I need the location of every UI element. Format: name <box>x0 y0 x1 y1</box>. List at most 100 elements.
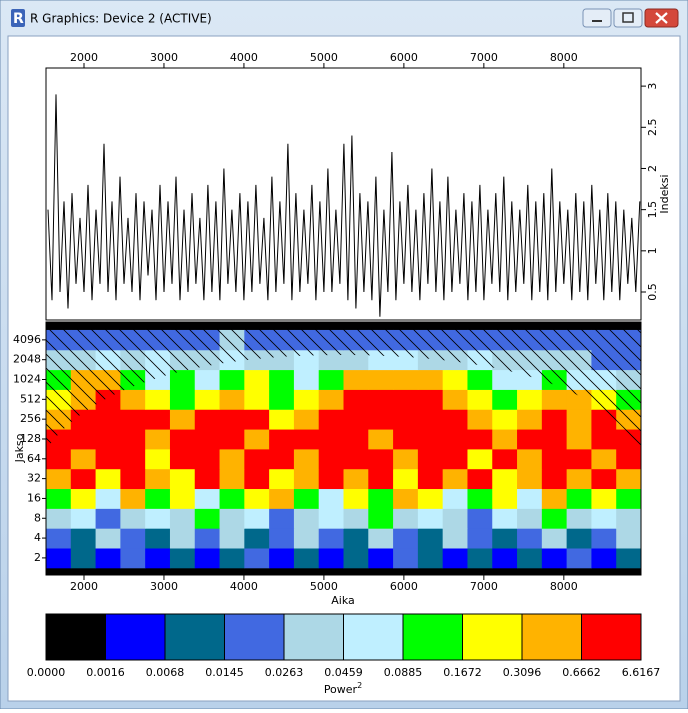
plot-box <box>45 321 642 576</box>
heat-cell <box>95 409 121 430</box>
heat-cell <box>541 488 568 509</box>
heat-cell <box>70 547 97 569</box>
x-tick-label: 3000 <box>150 51 178 64</box>
heat-cell <box>46 547 72 569</box>
heat-cell <box>467 508 493 529</box>
y-tick-label: 3 <box>646 83 659 90</box>
heat-cell <box>318 369 344 390</box>
heat-cell <box>293 389 320 410</box>
legend-swatch <box>224 613 285 661</box>
heat-cell <box>442 409 468 430</box>
heat-cell <box>244 528 270 549</box>
heat-cell <box>417 488 444 509</box>
heat-cell <box>591 547 617 569</box>
series-line <box>47 94 641 317</box>
y-tick-label: 512 <box>20 392 41 405</box>
heat-cell <box>145 389 171 410</box>
heat-cell <box>120 468 146 490</box>
heat-cell <box>467 448 493 470</box>
heat-cell <box>467 468 493 490</box>
heat-cell <box>368 528 394 549</box>
x-tick-label: 8000 <box>550 51 578 64</box>
legend-break-label: 0.0000 <box>27 666 66 679</box>
heat-cell <box>318 409 344 430</box>
y-tick-label: 1 <box>646 247 659 254</box>
heat-cell <box>269 528 295 549</box>
heat-cell <box>219 528 245 549</box>
heat-cell <box>293 488 320 509</box>
legend-swatch <box>402 613 463 661</box>
heat-cell <box>393 409 419 430</box>
legend-swatch <box>283 613 344 661</box>
heat-cell <box>244 547 270 569</box>
heat-cell <box>219 429 245 450</box>
heat-cell <box>566 448 592 470</box>
heat-cell <box>417 429 444 450</box>
heat-cell <box>541 429 568 450</box>
heat-cell <box>169 468 196 490</box>
heat-cell <box>492 389 518 410</box>
heat-cell <box>417 389 444 410</box>
legend-break-label: 0.6662 <box>562 666 601 679</box>
heat-cell <box>269 409 295 430</box>
heat-cell <box>591 508 617 529</box>
heat-cell <box>244 448 270 470</box>
legend-break-label: 0.3096 <box>503 666 542 679</box>
heat-cell <box>169 389 196 410</box>
heat-cell <box>194 429 221 450</box>
heat-cell <box>467 488 493 509</box>
minimize-button[interactable] <box>582 8 612 28</box>
heat-cell <box>467 547 493 569</box>
heat-cell <box>95 508 121 529</box>
x-tick-label: 7000 <box>470 580 498 593</box>
heat-cell <box>517 389 543 410</box>
heat-cell <box>616 448 641 470</box>
heat-cell <box>541 448 568 470</box>
heat-cell <box>393 488 419 509</box>
heat-cell <box>244 429 270 450</box>
cone-of-influence <box>46 322 641 450</box>
heat-cell <box>46 508 72 529</box>
heat-cell <box>269 389 295 410</box>
x-tick-label: 7000 <box>470 51 498 64</box>
y-tick-label: 8 <box>34 511 41 524</box>
heat-cell <box>269 448 295 470</box>
y-axis-label: Jakso <box>13 433 26 463</box>
heat-cell <box>492 468 518 490</box>
heat-cell <box>244 409 270 430</box>
heat-cell <box>393 468 419 490</box>
y-tick-label: 1.5 <box>646 201 659 219</box>
heat-cell <box>318 547 344 569</box>
y-tick-label: 2 <box>646 165 659 172</box>
heat-cell <box>46 488 72 509</box>
heat-cell <box>616 508 641 529</box>
legend-break-label: 0.0068 <box>146 666 185 679</box>
legend-swatch <box>164 613 225 661</box>
heat-cell <box>120 409 146 430</box>
maximize-button[interactable] <box>613 8 643 28</box>
y-tick-label: 1024 <box>13 373 41 386</box>
window-title: R Graphics: Device 2 (ACTIVE) <box>30 12 212 26</box>
heat-cell <box>145 429 171 450</box>
legend-break-label: 6.6167 <box>622 666 661 679</box>
heat-cell <box>591 528 617 549</box>
heat-cell <box>70 429 97 450</box>
heat-cell <box>343 528 369 549</box>
legend-swatch <box>581 613 642 661</box>
heat-cell <box>591 448 617 470</box>
heat-cell <box>442 547 468 569</box>
heat-cell <box>343 468 369 490</box>
heat-cell <box>318 468 344 490</box>
heat-cell <box>492 528 518 549</box>
heat-cell <box>343 369 369 390</box>
heat-cell <box>442 468 468 490</box>
heat-cell <box>616 547 641 569</box>
heat-cell <box>393 547 419 569</box>
heat-cell <box>343 409 369 430</box>
x-tick-label: 5000 <box>310 51 338 64</box>
heat-cell <box>368 448 394 470</box>
heat-cell <box>517 547 543 569</box>
heat-cell <box>194 528 221 549</box>
y-tick-label: 2 <box>34 551 41 564</box>
heat-cell <box>393 508 419 529</box>
